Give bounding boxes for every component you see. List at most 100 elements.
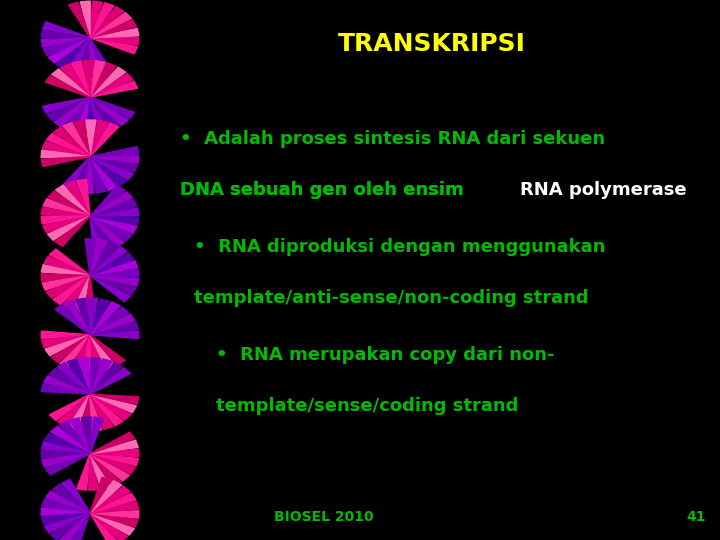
- Polygon shape: [90, 239, 107, 275]
- Text: •  Adalah proses sintesis RNA dari sekuen: • Adalah proses sintesis RNA dari sekuen: [180, 130, 605, 147]
- Polygon shape: [79, 394, 90, 431]
- Polygon shape: [60, 335, 90, 368]
- Polygon shape: [90, 307, 129, 335]
- Polygon shape: [90, 314, 135, 335]
- Polygon shape: [45, 76, 90, 97]
- Polygon shape: [90, 394, 123, 426]
- Polygon shape: [61, 480, 90, 513]
- Polygon shape: [90, 394, 136, 413]
- Polygon shape: [90, 81, 138, 97]
- Polygon shape: [48, 216, 90, 240]
- Polygon shape: [76, 179, 90, 216]
- Polygon shape: [90, 335, 125, 365]
- Polygon shape: [57, 363, 90, 394]
- Polygon shape: [46, 491, 90, 513]
- Polygon shape: [45, 454, 90, 475]
- Polygon shape: [90, 157, 117, 191]
- Polygon shape: [90, 449, 139, 457]
- Polygon shape: [90, 157, 106, 193]
- Text: DNA sebuah gen oleh ensim: DNA sebuah gen oleh ensim: [180, 181, 470, 199]
- Polygon shape: [90, 3, 114, 38]
- Polygon shape: [90, 299, 109, 335]
- Text: TRANSKRIPSI: TRANSKRIPSI: [338, 32, 526, 56]
- Polygon shape: [53, 275, 90, 305]
- Polygon shape: [90, 477, 112, 513]
- Polygon shape: [90, 97, 128, 125]
- Polygon shape: [84, 157, 94, 193]
- Polygon shape: [90, 394, 113, 429]
- Polygon shape: [41, 216, 90, 224]
- Polygon shape: [90, 241, 118, 275]
- Polygon shape: [41, 384, 90, 394]
- Polygon shape: [90, 368, 130, 394]
- Polygon shape: [70, 418, 90, 454]
- Polygon shape: [53, 127, 90, 157]
- Polygon shape: [90, 513, 127, 540]
- Polygon shape: [88, 298, 98, 335]
- Polygon shape: [90, 38, 99, 75]
- Polygon shape: [90, 454, 121, 486]
- Polygon shape: [90, 302, 120, 335]
- Polygon shape: [90, 20, 137, 38]
- Polygon shape: [41, 274, 90, 281]
- Polygon shape: [42, 275, 90, 290]
- Polygon shape: [90, 97, 109, 133]
- Text: template/anti-sense/non-coding strand: template/anti-sense/non-coding strand: [194, 289, 589, 307]
- Polygon shape: [78, 38, 90, 75]
- Polygon shape: [78, 357, 90, 394]
- Polygon shape: [68, 513, 90, 540]
- Polygon shape: [63, 123, 90, 157]
- Polygon shape: [68, 394, 90, 430]
- Polygon shape: [50, 394, 90, 421]
- Polygon shape: [90, 486, 130, 513]
- Polygon shape: [59, 421, 90, 454]
- Polygon shape: [90, 335, 104, 372]
- Polygon shape: [90, 513, 138, 527]
- Polygon shape: [42, 335, 90, 348]
- Polygon shape: [42, 454, 90, 467]
- Polygon shape: [60, 64, 90, 97]
- Polygon shape: [75, 97, 90, 134]
- Polygon shape: [90, 275, 136, 294]
- Polygon shape: [90, 511, 139, 518]
- Polygon shape: [74, 120, 90, 157]
- Polygon shape: [71, 61, 90, 97]
- Polygon shape: [90, 502, 139, 513]
- Polygon shape: [90, 253, 134, 275]
- Polygon shape: [90, 359, 112, 394]
- Polygon shape: [90, 216, 114, 251]
- Polygon shape: [90, 216, 104, 253]
- Polygon shape: [90, 216, 139, 225]
- Polygon shape: [76, 454, 90, 490]
- Polygon shape: [90, 156, 139, 163]
- Polygon shape: [56, 38, 90, 69]
- Polygon shape: [90, 432, 135, 454]
- Polygon shape: [44, 256, 90, 275]
- Polygon shape: [61, 157, 90, 190]
- Polygon shape: [90, 157, 133, 180]
- Polygon shape: [66, 38, 90, 73]
- Polygon shape: [90, 120, 108, 157]
- Polygon shape: [90, 157, 127, 186]
- Polygon shape: [90, 331, 139, 339]
- Polygon shape: [90, 357, 101, 394]
- Polygon shape: [90, 454, 135, 474]
- Polygon shape: [82, 335, 92, 372]
- Polygon shape: [89, 454, 99, 490]
- Polygon shape: [50, 426, 90, 454]
- Polygon shape: [90, 12, 132, 38]
- Polygon shape: [87, 97, 97, 134]
- Polygon shape: [55, 185, 90, 216]
- Polygon shape: [90, 208, 139, 216]
- Polygon shape: [48, 191, 90, 216]
- Polygon shape: [42, 97, 90, 113]
- Polygon shape: [83, 60, 93, 97]
- Polygon shape: [90, 394, 131, 420]
- Polygon shape: [42, 442, 90, 454]
- Polygon shape: [81, 1, 90, 38]
- Polygon shape: [90, 38, 138, 54]
- Polygon shape: [45, 335, 90, 356]
- Text: •  RNA diproduksi dengan menggunakan: • RNA diproduksi dengan menggunakan: [194, 238, 606, 255]
- Polygon shape: [72, 157, 90, 193]
- Polygon shape: [90, 216, 125, 247]
